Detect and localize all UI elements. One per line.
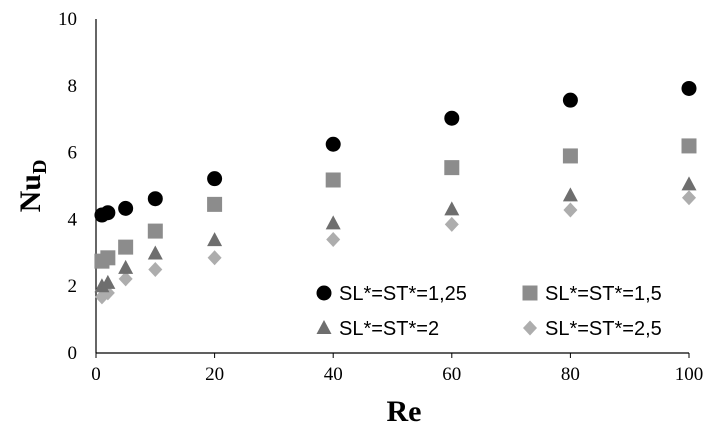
legend-label: SL*=ST*=1,25 xyxy=(339,283,467,305)
x-tick-label: 20 xyxy=(205,364,224,385)
data-point-diamond xyxy=(444,216,459,232)
data-point-circle xyxy=(562,92,578,108)
data-point-triangle xyxy=(100,274,116,289)
y-axis-title-main: Nu xyxy=(14,174,47,212)
y-tick-label: 0 xyxy=(68,343,78,364)
x-tick-label: 0 xyxy=(91,364,101,385)
x-axis-title: Re xyxy=(387,395,422,428)
data-point-circle xyxy=(325,136,341,152)
x-tick-label: 80 xyxy=(561,364,580,385)
y-tick-label: 10 xyxy=(58,9,77,30)
y-axis-title-subscript: D xyxy=(29,160,51,174)
data-point-circle xyxy=(444,110,460,126)
legend-marker-circle xyxy=(316,285,332,301)
data-point-square xyxy=(147,223,163,239)
data-point-triangle xyxy=(325,215,341,230)
data-point-square xyxy=(325,172,341,188)
data-point-diamond xyxy=(207,250,222,266)
y-tick-label: 4 xyxy=(68,209,78,230)
tick-labels: 0 20 40 60 80 100 0 2 4 6 8 10 xyxy=(58,9,703,385)
data-point-square xyxy=(100,250,116,266)
y-tick-label: 8 xyxy=(68,76,78,97)
legend: SL*=ST*=1,25 SL*=ST*=1,5 SL*=ST*=2 SL*=ST*=… xyxy=(316,283,662,340)
legend-marker-diamond xyxy=(523,320,537,336)
data-point-circle xyxy=(207,171,223,187)
data-point-triangle xyxy=(444,201,460,216)
data-point-circle xyxy=(681,80,697,96)
y-tick-label: 2 xyxy=(68,276,78,297)
data-point-diamond xyxy=(682,190,696,206)
data-point-triangle xyxy=(681,176,697,191)
legend-label: SL*=ST*=2,5 xyxy=(545,318,662,340)
legend-label: SL*=ST*=1,5 xyxy=(545,283,662,305)
data-point-triangle xyxy=(207,232,223,247)
data-point-circle xyxy=(118,200,134,216)
data-point-diamond xyxy=(148,262,163,277)
x-tick-label: 100 xyxy=(675,364,704,385)
data-point-diamond xyxy=(563,202,578,218)
data-point-triangle xyxy=(562,187,578,202)
x-tick-label: 60 xyxy=(442,364,461,385)
legend-marker-square xyxy=(522,285,538,301)
data-point-circle xyxy=(100,205,116,221)
data-point-square xyxy=(207,196,223,212)
legend-marker-triangle xyxy=(316,320,332,334)
data-point-triangle xyxy=(147,245,163,260)
data-point-diamond xyxy=(326,231,341,247)
axes xyxy=(95,19,690,358)
legend-label: SL*=ST*=2 xyxy=(339,318,439,340)
y-axis-title: NuD xyxy=(14,160,51,213)
x-tick-label: 40 xyxy=(324,364,343,385)
data-point-square xyxy=(444,160,460,176)
y-tick-label: 6 xyxy=(68,143,78,164)
data-points xyxy=(94,80,697,305)
data-point-diamond xyxy=(118,271,133,287)
data-point-circle xyxy=(147,191,163,207)
data-point-triangle xyxy=(118,259,134,274)
data-point-square xyxy=(118,239,134,255)
data-point-square xyxy=(562,148,578,164)
data-point-square xyxy=(681,138,697,154)
